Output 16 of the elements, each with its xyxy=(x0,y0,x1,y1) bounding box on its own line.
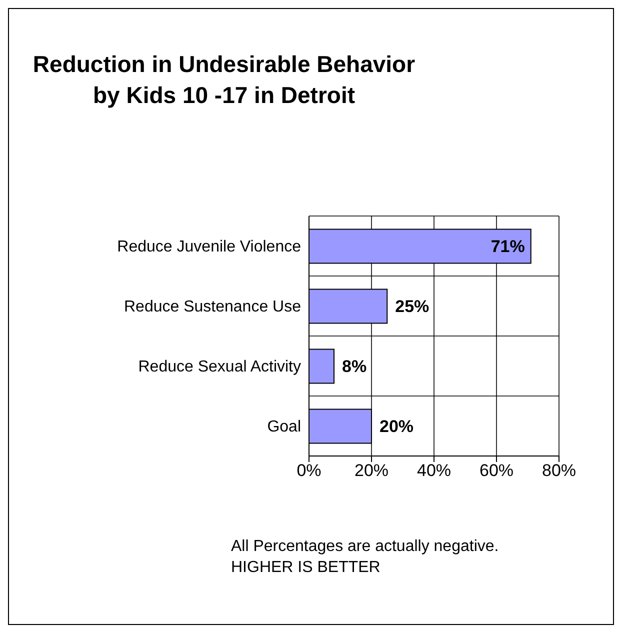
data-label: 20% xyxy=(380,417,414,436)
x-tick-label: 0% xyxy=(296,461,322,480)
chart-title: Reduction in Undesirable Behavior by Kids 10 -17 in Detroit xyxy=(32,50,416,110)
data-label: 71% xyxy=(490,237,525,256)
x-tick-label: 60% xyxy=(479,461,514,480)
x-tick-label: 20% xyxy=(354,461,389,480)
y-tick-label: Goal xyxy=(267,418,301,436)
y-tick-label: Reduce Sexual Activity xyxy=(138,358,301,376)
x-tick-label: 80% xyxy=(542,461,576,480)
data-label: 25% xyxy=(395,297,430,316)
text: HIGHER IS BETTER xyxy=(231,558,382,578)
x-tick-label: 40% xyxy=(416,461,452,480)
text: All Percentages are actually negative. xyxy=(231,537,500,557)
y-tick-label: Reduce Sustenance Use xyxy=(124,298,302,316)
y-tick-label: Reduce Juvenile Violence xyxy=(117,238,302,256)
data-label: 8% xyxy=(342,357,367,376)
